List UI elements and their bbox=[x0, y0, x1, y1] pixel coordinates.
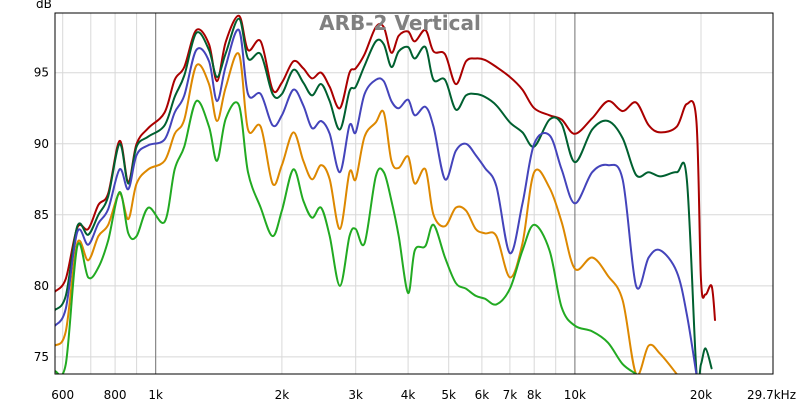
series-line-5 bbox=[55, 99, 638, 374]
x-tick-label: 8k bbox=[527, 388, 542, 402]
x-tick-label: 29.7kHz bbox=[747, 388, 796, 402]
series-line-2 bbox=[55, 17, 713, 374]
x-tick-label: 800 bbox=[104, 388, 127, 402]
x-tick-label: 1k bbox=[148, 388, 163, 402]
y-tick-label: 85 bbox=[34, 208, 49, 222]
grid bbox=[55, 13, 773, 374]
y-tick-label: 90 bbox=[34, 137, 49, 151]
y-tick-label: 95 bbox=[34, 66, 49, 80]
x-tick-label: 10k bbox=[564, 388, 586, 402]
x-axis-ticks: 600 800 1k 2k 3k 4k 5k 6k 7k 8k 10k 20k 29.7kHz bbox=[51, 388, 796, 402]
series-line-1 bbox=[55, 14, 716, 321]
chart-title: ARB-2 Vertical bbox=[319, 11, 481, 35]
series-line-3 bbox=[55, 28, 698, 374]
x-tick-label: 7k bbox=[503, 388, 518, 402]
x-tick-label: 2k bbox=[275, 388, 290, 402]
series-layer bbox=[55, 14, 716, 374]
x-tick-label: 5k bbox=[441, 388, 456, 402]
y-axis-unit: dB bbox=[36, 0, 52, 11]
x-tick-label: 20k bbox=[690, 388, 712, 402]
plot-frame bbox=[54, 12, 774, 375]
x-tick-label: 4k bbox=[401, 388, 416, 402]
y-tick-label: 75 bbox=[34, 350, 49, 364]
y-axis-ticks: 75 80 85 90 95 bbox=[34, 66, 49, 364]
series-line-4 bbox=[55, 52, 678, 374]
y-tick-label: 80 bbox=[34, 279, 49, 293]
x-tick-label: 6k bbox=[475, 388, 490, 402]
x-tick-label: 3k bbox=[348, 388, 363, 402]
x-tick-label: 600 bbox=[51, 388, 74, 402]
